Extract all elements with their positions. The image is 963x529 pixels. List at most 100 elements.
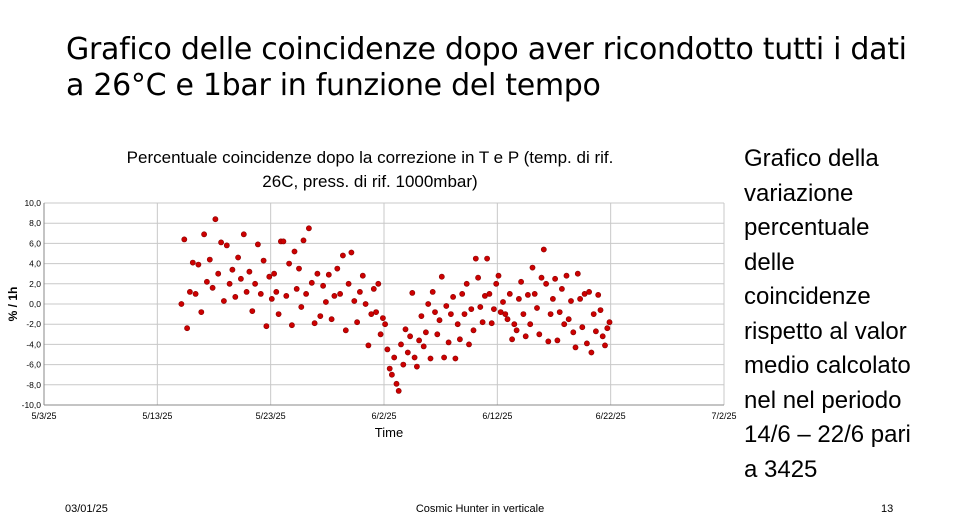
y-tick-label: 4,0	[29, 259, 41, 269]
data-point	[493, 280, 500, 287]
data-point	[516, 295, 522, 302]
data-point	[452, 355, 459, 362]
data-point	[232, 293, 239, 300]
data-point	[547, 311, 554, 317]
y-tick-label: -6,0	[26, 360, 41, 370]
data-point	[400, 361, 407, 368]
data-point	[342, 327, 349, 334]
data-point	[543, 280, 549, 287]
data-point	[300, 237, 307, 244]
data-point	[590, 311, 597, 317]
page-number: 13	[881, 503, 894, 515]
data-point	[283, 292, 290, 299]
data-point	[500, 299, 506, 305]
data-point	[602, 342, 608, 349]
y-tick-label: 6,0	[29, 238, 41, 248]
data-point	[420, 343, 427, 350]
side-text-line: delle	[744, 248, 795, 276]
data-point	[257, 290, 264, 297]
data-point	[463, 280, 470, 287]
side-text-line: Grafico della	[744, 145, 879, 172]
data-point	[382, 321, 388, 328]
data-point	[538, 274, 545, 281]
side-text-line: 14/6 – 22/6 pari	[744, 421, 911, 448]
data-point	[273, 288, 280, 295]
data-point	[314, 270, 321, 277]
data-point	[540, 246, 547, 253]
data-point	[495, 272, 502, 279]
side-text-line: variazione	[744, 179, 854, 207]
data-point	[181, 236, 188, 243]
data-point	[552, 275, 558, 282]
y-tick-label: -2,0	[26, 319, 41, 329]
data-point	[370, 285, 377, 292]
data-point	[375, 280, 382, 287]
data-point	[203, 278, 210, 285]
data-point	[325, 271, 332, 278]
data-point	[189, 259, 196, 266]
data-point	[209, 284, 216, 291]
data-point	[320, 282, 326, 289]
y-tick-label: 8,0	[29, 218, 41, 228]
data-point	[263, 323, 270, 330]
data-point	[427, 355, 434, 362]
y-tick-label: -4,0	[26, 339, 41, 349]
data-point	[386, 365, 393, 372]
x-tick-label: 6/22/25	[596, 411, 626, 421]
data-point	[331, 292, 338, 299]
data-point	[368, 311, 375, 317]
data-point	[354, 319, 360, 326]
data-point	[388, 371, 395, 378]
data-point	[422, 329, 429, 336]
data-point	[570, 329, 577, 336]
side-text-line: a 3425	[744, 455, 818, 483]
x-tick-label: 5/3/25	[31, 411, 56, 421]
data-point	[393, 380, 400, 387]
data-point	[365, 342, 372, 349]
side-description: Grafico della variazione percentuale del…	[744, 142, 959, 487]
data-point	[293, 285, 300, 292]
data-point	[195, 261, 202, 268]
data-point	[339, 252, 346, 259]
data-point	[599, 333, 606, 340]
data-point	[438, 273, 445, 280]
data-point	[298, 304, 305, 310]
data-point	[527, 321, 534, 328]
data-point	[568, 298, 574, 304]
data-point	[479, 319, 486, 326]
data-point	[407, 333, 413, 340]
chart-title: Percentuale coincidenze dopo la correzio…	[40, 146, 700, 194]
data-point	[413, 363, 420, 370]
data-point	[243, 288, 250, 295]
data-point	[490, 306, 497, 312]
side-text-line: nel nel periodo	[744, 386, 902, 414]
slide-title-line: Grafico delle coincidenze dopo aver rico…	[66, 32, 907, 67]
data-point	[226, 280, 233, 287]
data-point	[308, 279, 315, 286]
data-point	[418, 313, 425, 319]
x-axis-title: Time	[375, 425, 403, 440]
data-point	[443, 303, 450, 309]
data-point	[305, 225, 312, 232]
data-point	[445, 339, 452, 346]
data-point	[477, 304, 484, 310]
x-tick-label: 6/12/25	[482, 411, 512, 421]
data-point	[561, 321, 568, 328]
data-point	[454, 321, 461, 328]
data-point	[536, 331, 543, 338]
data-point	[447, 311, 454, 317]
data-point	[235, 254, 241, 261]
scatter-chart: 10,0 8,0 6,0 4,0 2,0 0,0 -2,0 -4,0 -6,0 -8,0 -10,0…	[6, 198, 737, 440]
data-point	[520, 311, 527, 317]
data-point	[559, 285, 565, 292]
data-point	[303, 290, 309, 297]
data-point	[271, 270, 277, 277]
data-point	[317, 313, 324, 319]
data-point	[456, 336, 463, 343]
chart-title-line: 26C, press. di rif. 1000mbar)	[262, 172, 478, 191]
data-point	[545, 338, 552, 345]
data-point	[254, 241, 261, 248]
data-point	[229, 266, 236, 273]
x-tick-label: 5/13/25	[142, 411, 172, 421]
data-point	[509, 336, 515, 343]
